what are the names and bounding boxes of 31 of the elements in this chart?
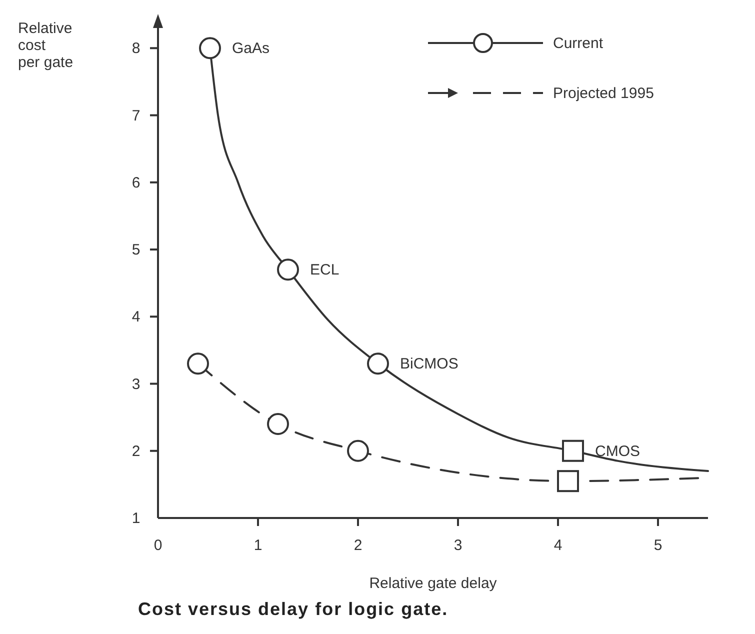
- legend-label: Current: [553, 35, 604, 52]
- x-tick-label: 2: [354, 537, 362, 554]
- point: [199, 37, 221, 60]
- annotation: CMOS: [595, 442, 640, 460]
- x-tick-label: 5: [654, 537, 662, 554]
- point: [267, 413, 289, 436]
- x-tick-label: 3: [454, 537, 462, 554]
- annotation: GaAs: [232, 40, 270, 58]
- point: [557, 470, 579, 492]
- y-tick-label: 5: [132, 242, 140, 259]
- y-tick-label: 4: [132, 308, 140, 326]
- x-axis-title: Relative gate delay: [369, 575, 498, 592]
- y-tick-label: 8: [132, 40, 140, 58]
- y-axis-title: Relative cost per gate: [18, 20, 74, 71]
- point: [277, 258, 299, 281]
- x-tick-label: 1: [254, 537, 262, 554]
- annotation: BiCMOS: [400, 356, 458, 373]
- y-tick-label: 6: [132, 174, 140, 192]
- text: Cost versus delay for logic gate.: [138, 599, 448, 619]
- x-tick-label: 4: [554, 537, 562, 554]
- y-tick-label: 1: [132, 510, 140, 527]
- point: [367, 352, 389, 375]
- point: [562, 440, 584, 462]
- y-tick-label: 7: [132, 107, 140, 124]
- point: [187, 352, 209, 375]
- annotation: ECL: [310, 262, 340, 279]
- x-tick-label: 0: [154, 537, 162, 554]
- point: [347, 440, 369, 462]
- y-tick-label: 2: [132, 442, 140, 460]
- y-tick-label: 3: [132, 376, 140, 393]
- legend-label: Projected 1995: [553, 85, 654, 102]
